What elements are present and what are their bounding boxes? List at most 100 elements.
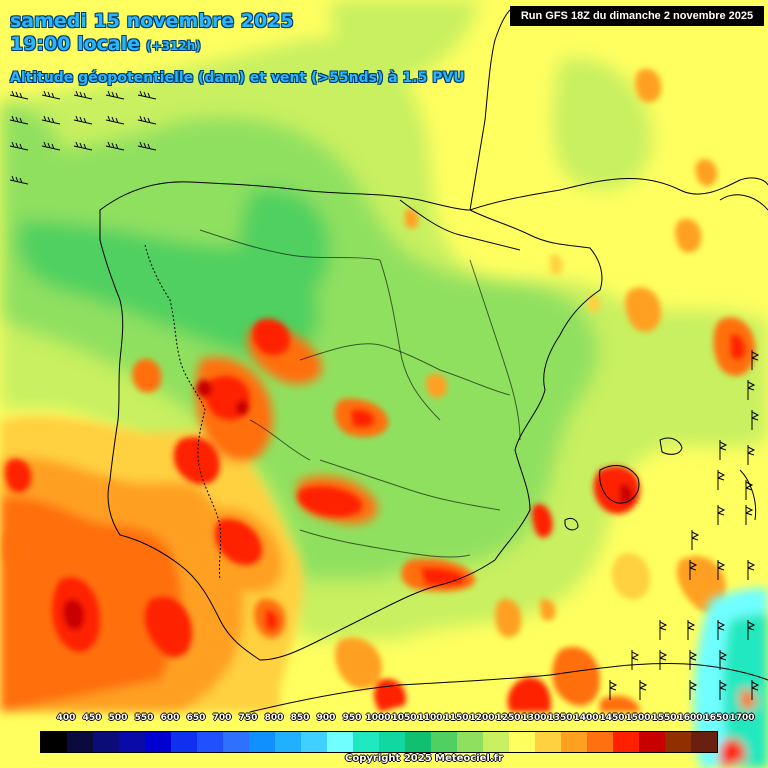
wind-barb — [9, 115, 29, 125]
legend-swatch — [353, 732, 379, 752]
wind-barb — [719, 440, 728, 460]
wind-barb — [9, 141, 29, 151]
lead-time: (+312h) — [146, 39, 201, 53]
legend-swatch — [327, 732, 353, 752]
legend-swatch — [639, 732, 665, 752]
wind-barb — [717, 560, 726, 580]
legend-label: 1300 — [521, 713, 547, 723]
legend-label: 1350 — [547, 713, 573, 723]
legend-swatch — [535, 732, 561, 752]
legend-swatch — [483, 732, 509, 752]
wind-barb — [717, 620, 726, 640]
copyright-text: Copyright 2025 Meteociel.fr — [345, 753, 503, 764]
wind-barb — [9, 175, 29, 185]
wind-barbs-layer — [9, 90, 760, 700]
legend-label: 1400 — [573, 713, 599, 723]
legend-swatch — [171, 732, 197, 752]
legend-swatch — [93, 732, 119, 752]
legend-swatch — [119, 732, 145, 752]
legend-swatch — [197, 732, 223, 752]
legend-swatch — [67, 732, 93, 752]
legend-swatch — [301, 732, 327, 752]
legend-swatch — [561, 732, 587, 752]
legend-swatch — [431, 732, 457, 752]
legend-label: 1500 — [625, 713, 651, 723]
legend-label: 550 — [134, 713, 154, 723]
wind-barb — [717, 505, 726, 525]
coastlines-and-borders — [99, 9, 768, 713]
wind-barb — [41, 115, 61, 125]
legend-label: 850 — [290, 713, 310, 723]
wind-barb — [631, 650, 640, 670]
wind-barb — [687, 620, 696, 640]
parameter-title: Altitude géopotentielle (dam) et vent (>… — [10, 70, 465, 86]
legend-label: 1550 — [651, 713, 677, 723]
wind-barb — [105, 115, 125, 125]
wind-barb — [689, 680, 698, 700]
wind-barb — [659, 620, 668, 640]
legend-label: 500 — [108, 713, 128, 723]
wind-barb — [751, 410, 760, 430]
legend-swatch — [41, 732, 67, 752]
wind-barb — [745, 505, 754, 525]
legend-label: 400 — [56, 713, 76, 723]
wind-barb — [105, 90, 125, 100]
legend-label: 450 — [82, 713, 102, 723]
legend-label: 1000 — [365, 713, 391, 723]
legend-swatch — [587, 732, 613, 752]
legend-swatch — [665, 732, 691, 752]
wind-barb — [73, 115, 93, 125]
map-date-title: samedi 15 novembre 2025 — [10, 10, 294, 32]
wind-barb — [137, 90, 157, 100]
wind-barb — [639, 680, 648, 700]
legend-labels: 400 450 500 550 600 650 700 750 800 850 900 950 1000… — [40, 713, 755, 727]
legend-swatch — [379, 732, 405, 752]
wind-barb — [747, 560, 756, 580]
wind-barb — [41, 90, 61, 100]
wind-barb — [73, 141, 93, 151]
legend-swatch — [145, 732, 171, 752]
legend-label: 750 — [238, 713, 258, 723]
wind-barb — [105, 141, 125, 151]
legend-swatch — [223, 732, 249, 752]
map-time-title: 19:00 locale (+312h) — [10, 33, 201, 55]
wind-barb — [717, 470, 726, 490]
legend-swatch — [249, 732, 275, 752]
legend-label: 1100 — [417, 713, 443, 723]
wind-barb — [747, 445, 756, 465]
legend-label: 1200 — [469, 713, 495, 723]
legend-label: 1600 — [677, 713, 703, 723]
wind-barb — [751, 680, 760, 700]
wind-barb — [691, 530, 700, 550]
legend-swatch — [457, 732, 483, 752]
legend-swatch — [275, 732, 301, 752]
legend-label: 600 — [160, 713, 180, 723]
legend-swatch — [613, 732, 639, 752]
legend-label: 950 — [342, 713, 362, 723]
wind-barb — [9, 90, 29, 100]
wind-barb — [747, 620, 756, 640]
legend-label: 700 — [212, 713, 232, 723]
legend-label: 1650 — [703, 713, 729, 723]
legend-label: 1250 — [495, 713, 521, 723]
legend-label: 1150 — [443, 713, 469, 723]
wind-barb — [137, 115, 157, 125]
wind-barb — [659, 650, 668, 670]
local-time: 19:00 locale — [10, 33, 141, 55]
wind-barb — [745, 480, 754, 500]
wind-barb — [747, 380, 756, 400]
legend-label: 1050 — [391, 713, 417, 723]
legend-label: 1450 — [599, 713, 625, 723]
wind-barb — [41, 141, 61, 151]
wind-barb — [137, 141, 157, 151]
legend-swatch — [691, 732, 717, 752]
legend-swatch — [405, 732, 431, 752]
wind-barb — [689, 560, 698, 580]
legend-label: 900 — [316, 713, 336, 723]
wind-barb — [689, 650, 698, 670]
legend-label: 1700 — [729, 713, 755, 723]
wind-barb — [719, 680, 728, 700]
